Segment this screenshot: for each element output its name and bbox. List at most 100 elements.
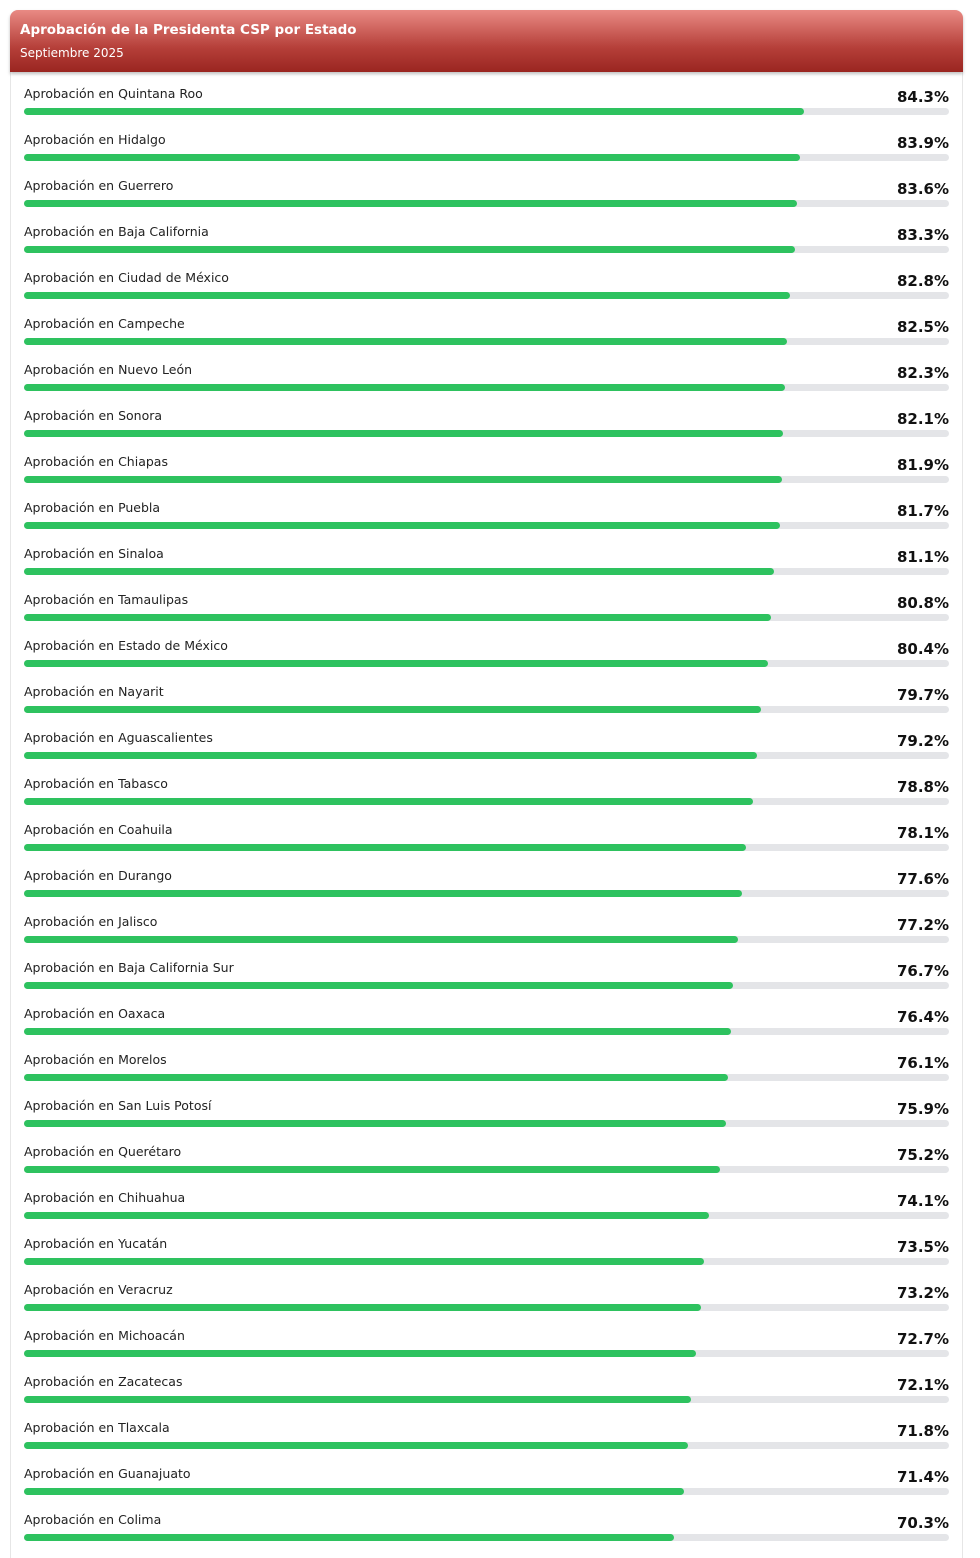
bar (24, 660, 768, 667)
bar (24, 476, 782, 483)
bar-track (24, 384, 949, 391)
category-label: Aprobación en Estado de México (24, 638, 228, 653)
bar (24, 1074, 728, 1081)
value-label: 78.1% (896, 824, 949, 842)
bar-track (24, 752, 949, 759)
bar-track (24, 890, 949, 897)
category-label: Aprobación en Tamaulipas (24, 592, 189, 607)
value-label: 78.8% (896, 778, 949, 796)
bar (24, 798, 753, 805)
value-label: 83.3% (896, 226, 949, 244)
bar (24, 1120, 727, 1127)
bar-track (24, 246, 949, 253)
value-label: 79.7% (896, 686, 949, 704)
bar (24, 1350, 697, 1357)
category-label: Aprobación en Nayarit (24, 684, 164, 699)
bar-track (24, 1534, 949, 1541)
category-label: Aprobación en Tlaxcala (24, 1420, 170, 1435)
category-label: Aprobación en Durango (24, 868, 172, 883)
bar (24, 982, 734, 989)
value-label: 73.2% (896, 1284, 949, 1302)
bar (24, 154, 801, 161)
value-label: 75.9% (896, 1100, 949, 1118)
bar (24, 1166, 720, 1173)
value-label: 80.4% (896, 640, 949, 658)
category-label: Aprobación en Baja California (24, 224, 209, 239)
bar-track (24, 1396, 949, 1403)
bar (24, 200, 798, 207)
bar (24, 1028, 731, 1035)
bar (24, 384, 786, 391)
bar-track (24, 200, 949, 207)
category-label: Aprobación en Chihuahua (24, 1190, 186, 1205)
value-label: 71.8% (896, 1422, 949, 1440)
category-label: Aprobación en Morelos (24, 1052, 167, 1067)
bar-track (24, 568, 949, 575)
bar (24, 614, 772, 621)
bar-track (24, 1488, 949, 1495)
category-label: Aprobación en Jalisco (24, 914, 158, 929)
category-label: Aprobación en Quintana Roo (24, 86, 203, 101)
bar-track (24, 1350, 949, 1357)
value-label: 81.7% (896, 502, 949, 520)
value-label: 84.3% (896, 88, 949, 106)
value-label: 82.5% (896, 318, 949, 336)
bar-track (24, 154, 949, 161)
category-label: Aprobación en Hidalgo (24, 132, 166, 147)
bar (24, 108, 804, 115)
bar-track (24, 292, 949, 299)
bar (24, 1534, 675, 1541)
category-label: Aprobación en Coahuila (24, 822, 173, 837)
category-label: Aprobación en Ciudad de México (24, 270, 229, 285)
bar-track (24, 982, 949, 989)
bar (24, 338, 788, 345)
bar-track (24, 1304, 949, 1311)
bar (24, 522, 780, 529)
bar (24, 936, 739, 943)
bar-track (24, 108, 949, 115)
bar-track (24, 430, 949, 437)
value-label: 82.8% (896, 272, 949, 290)
category-label: Aprobación en Aguascalientes (24, 730, 213, 745)
header: Aprobación de la Presidenta CSP por Esta… (10, 10, 963, 72)
bar (24, 844, 747, 851)
value-label: 82.3% (896, 364, 949, 382)
bar-track (24, 798, 949, 805)
category-label: Aprobación en Veracruz (24, 1282, 173, 1297)
bar (24, 292, 790, 299)
bar-track (24, 338, 949, 345)
value-label: 77.6% (896, 870, 949, 888)
category-label: Aprobación en Yucatán (24, 1236, 168, 1251)
category-label: Aprobación en Tabasco (24, 776, 168, 791)
bar-track (24, 844, 949, 851)
bar-track (24, 706, 949, 713)
value-label: 81.1% (896, 548, 949, 566)
value-label: 83.9% (896, 134, 949, 152)
category-label: Aprobación en Querétaro (24, 1144, 182, 1159)
value-label: 79.2% (896, 732, 949, 750)
chart-subtitle: Septiembre 2025 (20, 46, 124, 60)
value-label: 82.1% (896, 410, 949, 428)
bar (24, 1212, 710, 1219)
bar (24, 890, 742, 897)
value-label: 81.9% (896, 456, 949, 474)
bar-track (24, 1212, 949, 1219)
bar-track (24, 476, 949, 483)
category-label: Aprobación en Oaxaca (24, 1006, 166, 1021)
category-label: Aprobación en Nuevo León (24, 362, 193, 377)
chart-title: Aprobación de la Presidenta CSP por Esta… (20, 22, 357, 38)
category-label: Aprobación en Colima (24, 1512, 162, 1527)
value-label: 70.3% (896, 1514, 949, 1532)
bar (24, 1488, 685, 1495)
value-label: 72.1% (896, 1376, 949, 1394)
category-label: Aprobación en Sonora (24, 408, 163, 423)
bar (24, 1258, 704, 1265)
category-label: Aprobación en Puebla (24, 500, 161, 515)
category-label: Aprobación en Campeche (24, 316, 185, 331)
bar (24, 752, 757, 759)
bar-track (24, 1166, 949, 1173)
value-label: 73.5% (896, 1238, 949, 1256)
category-label: Aprobación en Chiapas (24, 454, 168, 469)
category-label: Aprobación en Guanajuato (24, 1466, 191, 1481)
